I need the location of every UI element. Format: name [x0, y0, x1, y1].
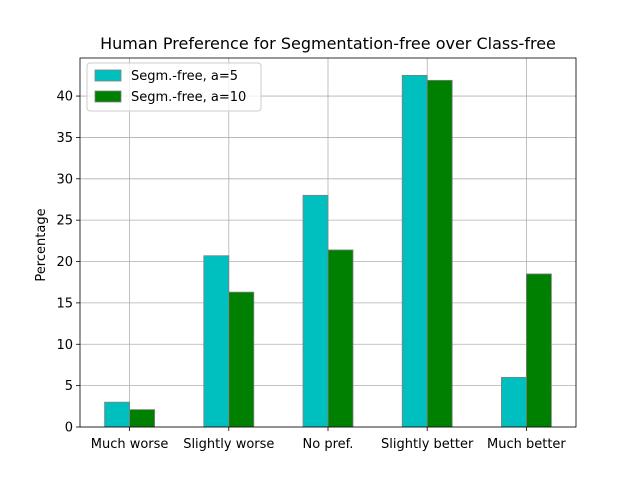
x-tick-label-no-pref: No pref. — [303, 437, 354, 452]
y-tick-label: 30 — [56, 172, 73, 187]
legend-swatch-segm-free-a10 — [94, 90, 122, 103]
bar-segm-free-a-5-much-worse — [104, 401, 130, 428]
legend-label-segm-free-a10: Segm.-free, a=10 — [131, 90, 246, 105]
legend-box — [86, 62, 262, 112]
bar-segm-free-a-5-much-better — [500, 376, 527, 428]
x-axis-ticks: Much worse Slightly worse No pref. Slightly… — [91, 427, 566, 452]
y-tick-label: 25 — [56, 214, 73, 229]
y-axis-ticks: 0 5 10 15 20 25 30 35 40 — [56, 90, 80, 436]
chart-title: Human Preference for Segmentation-free o… — [100, 34, 556, 53]
x-tick-label-slightly-better: Slightly better — [381, 437, 474, 452]
bar-segm-free-a-10-slightly-worse — [228, 291, 255, 428]
bar-segm-free-a-5-slightly-better — [401, 74, 428, 428]
legend-swatch-segm-free-a5 — [94, 69, 122, 82]
y-axis-label: Percentage — [34, 208, 49, 281]
bar-segm-free-a-5-no-pref — [302, 194, 329, 428]
x-tick-label-much-better: Much better — [487, 437, 566, 452]
y-tick-label: 35 — [56, 131, 73, 146]
bar-segm-free-a-5-slightly-worse — [203, 255, 230, 428]
y-tick-label: 5 — [65, 379, 73, 394]
legend: Segm.-free, a=5 Segm.-free, a=10 — [86, 62, 262, 112]
y-tick-label: 20 — [56, 255, 73, 270]
legend-label-segm-free-a5: Segm.-free, a=5 — [131, 69, 238, 84]
bar-segm-free-a-10-slightly-better — [426, 79, 453, 428]
y-tick-label: 0 — [65, 421, 73, 436]
y-tick-label: 15 — [56, 296, 73, 311]
bar-segm-free-a-10-no-pref — [327, 249, 354, 428]
x-tick-label-slightly-worse: Slightly worse — [183, 437, 274, 452]
x-tick-label-much-worse: Much worse — [91, 437, 169, 452]
bars — [104, 74, 552, 428]
bar-segm-free-a-10-much-better — [526, 273, 552, 428]
y-tick-label: 10 — [56, 338, 73, 353]
y-tick-label: 40 — [56, 90, 73, 105]
bar-segm-free-a-10-much-worse — [129, 409, 156, 428]
